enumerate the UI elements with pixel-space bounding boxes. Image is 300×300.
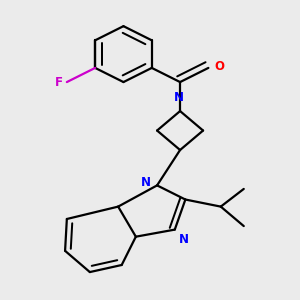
Text: N: N	[179, 233, 189, 246]
Text: N: N	[174, 91, 184, 104]
Text: F: F	[55, 76, 63, 88]
Text: N: N	[141, 176, 151, 189]
Text: O: O	[215, 60, 225, 73]
